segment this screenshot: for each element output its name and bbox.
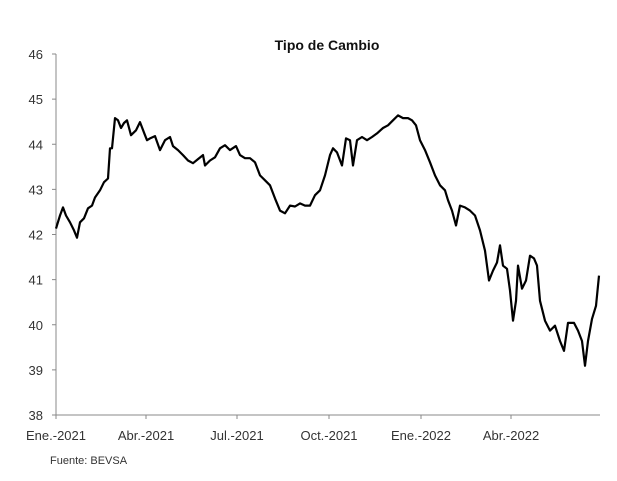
y-tick-label: 46 bbox=[29, 47, 43, 62]
y-tick-label: 43 bbox=[29, 182, 43, 197]
x-tick-label: Jul.-2021 bbox=[210, 428, 263, 443]
y-tick-label: 42 bbox=[29, 228, 43, 243]
y-tick-label: 41 bbox=[29, 273, 43, 288]
y-tick-label: 45 bbox=[29, 92, 43, 107]
series-line bbox=[54, 114, 601, 367]
y-tick-label: 44 bbox=[29, 137, 43, 152]
x-tick-label: Abr.-2021 bbox=[118, 428, 174, 443]
x-tick-label: Abr.-2022 bbox=[483, 428, 539, 443]
y-tick-label: 38 bbox=[29, 408, 43, 423]
x-tick-label: Ene.-2022 bbox=[391, 428, 451, 443]
y-tick-label: 39 bbox=[29, 363, 43, 378]
y-tick-label: 40 bbox=[29, 318, 43, 333]
chart-title: Tipo de Cambio bbox=[275, 37, 380, 53]
x-tick-label: Oct.-2021 bbox=[300, 428, 357, 443]
source-note: Fuente: BEVSA bbox=[50, 455, 128, 467]
x-tick-label: Ene.-2021 bbox=[26, 428, 86, 443]
